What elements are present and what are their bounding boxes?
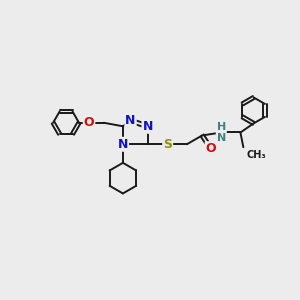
Text: O: O [84, 116, 94, 129]
Text: N: N [118, 138, 128, 151]
Text: S: S [163, 138, 172, 151]
Text: N: N [142, 120, 153, 133]
Text: H
N: H N [217, 122, 226, 143]
Text: N: N [125, 114, 136, 127]
Text: CH₃: CH₃ [246, 150, 266, 160]
Text: O: O [206, 142, 216, 155]
